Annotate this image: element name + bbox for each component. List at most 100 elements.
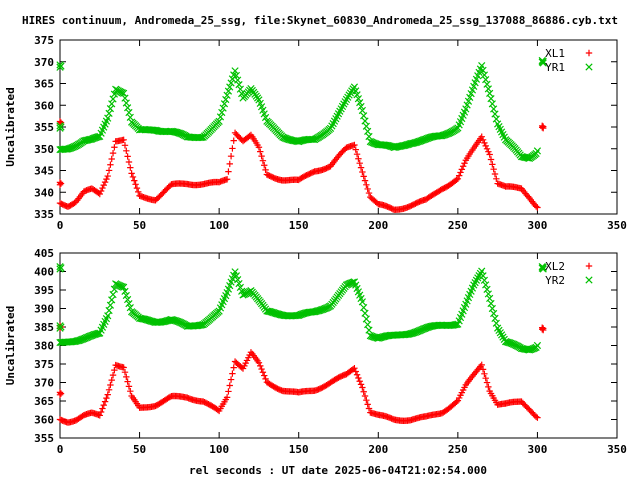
data-point <box>127 164 134 171</box>
data-point <box>108 376 115 384</box>
data-point <box>227 152 235 160</box>
data-point <box>365 326 373 334</box>
data-point <box>459 163 467 170</box>
data-point <box>483 80 491 88</box>
data-point <box>224 87 233 95</box>
data-point <box>220 100 229 108</box>
legend-label: XL1 <box>545 47 565 60</box>
data-point <box>360 303 368 312</box>
data-point <box>56 391 64 398</box>
x-tick-label: 300 <box>527 219 547 232</box>
legend-marker <box>585 262 593 270</box>
data-point <box>482 142 489 150</box>
data-point <box>232 71 241 80</box>
data-point <box>478 133 485 140</box>
data-point <box>524 193 532 200</box>
x-tick-label: 150 <box>289 443 309 456</box>
data-point <box>453 176 460 184</box>
data-point <box>223 91 231 99</box>
data-point <box>73 337 81 345</box>
x-tick-label: 150 <box>289 219 309 232</box>
data-point <box>57 180 65 187</box>
y-tick-label: 405 <box>34 247 54 260</box>
data-point <box>229 145 236 152</box>
data-point <box>196 321 205 329</box>
data-point <box>258 365 265 373</box>
data-point <box>167 315 176 324</box>
data-point <box>540 326 547 334</box>
data-point <box>453 398 460 406</box>
data-point <box>524 154 532 162</box>
data-point <box>124 378 131 385</box>
data-point <box>105 109 113 118</box>
data-point <box>353 150 361 158</box>
data-point <box>105 167 113 174</box>
data-point <box>259 157 267 164</box>
data-point <box>534 204 541 211</box>
chart-title: HIRES continuum, Andromeda_25_ssg, file:… <box>22 14 618 27</box>
data-point <box>365 405 373 412</box>
data-point <box>361 309 369 317</box>
y-tick-label: 375 <box>34 34 54 47</box>
data-point <box>132 181 139 188</box>
y-tick-label: 335 <box>34 208 54 221</box>
x-tick-label: 250 <box>448 443 468 456</box>
x-tick-label: 50 <box>133 219 146 232</box>
data-point <box>480 71 489 79</box>
data-point <box>262 166 269 174</box>
data-point <box>234 276 242 284</box>
data-point <box>227 376 235 383</box>
data-point <box>100 401 107 409</box>
data-point <box>227 79 235 87</box>
data-point <box>235 279 243 288</box>
y-tick-label: 345 <box>34 165 54 178</box>
x-tick-label: 200 <box>368 219 388 232</box>
y-tick-label: 375 <box>34 358 54 371</box>
data-point <box>313 307 321 315</box>
x-tick-label: 350 <box>607 443 627 456</box>
data-point <box>103 175 110 183</box>
data-point <box>104 312 112 320</box>
data-point <box>226 160 233 168</box>
series-xl2 <box>56 322 547 426</box>
data-point <box>480 276 489 284</box>
data-point <box>454 175 462 183</box>
y-tick-label: 370 <box>34 377 54 390</box>
data-point <box>359 168 366 176</box>
data-point <box>482 375 489 382</box>
panel-bottom: Uncalibrated 355 360 365 370 375 380 385 390 395 4… <box>4 247 627 456</box>
data-point <box>481 370 488 377</box>
data-point <box>100 181 107 189</box>
data-point <box>361 177 369 184</box>
data-point <box>463 101 471 109</box>
data-point <box>352 146 359 153</box>
x-tick-label: 0 <box>57 443 64 456</box>
data-point <box>127 387 134 395</box>
data-point <box>539 265 547 273</box>
legend-marker <box>585 63 593 71</box>
data-point <box>493 175 500 183</box>
legend-label: XL2 <box>545 260 565 273</box>
data-point <box>229 370 236 377</box>
legend-marker <box>585 276 593 284</box>
data-point <box>234 76 242 84</box>
data-point <box>124 104 132 112</box>
data-point <box>257 148 264 155</box>
data-point <box>121 287 129 296</box>
data-point <box>108 100 116 108</box>
y-tick-label: 360 <box>34 414 54 427</box>
data-point <box>121 142 129 149</box>
data-point <box>484 290 492 298</box>
data-point <box>353 91 361 99</box>
data-point <box>56 265 64 273</box>
data-point <box>483 285 491 294</box>
data-point <box>483 145 491 153</box>
data-point <box>125 299 133 308</box>
y-tick-label: 355 <box>34 432 54 445</box>
data-point <box>131 177 138 184</box>
data-point <box>103 394 110 402</box>
series-xl1 <box>56 118 547 213</box>
data-point <box>482 76 490 84</box>
data-point <box>365 189 373 197</box>
data-point <box>230 364 237 371</box>
